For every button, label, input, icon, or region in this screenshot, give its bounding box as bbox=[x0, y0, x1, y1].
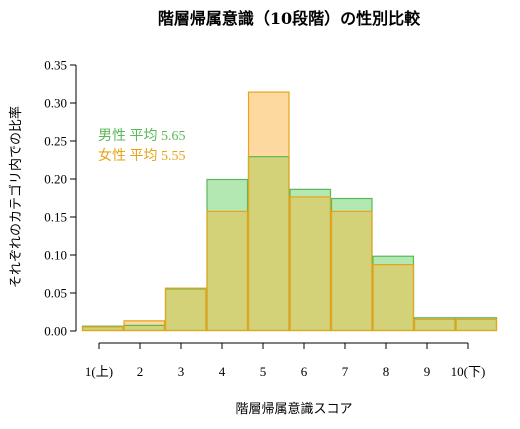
overlap-bar-1 bbox=[82, 326, 124, 331]
overlap-bar-8 bbox=[372, 264, 414, 331]
x-tick-label-4: 4 bbox=[219, 364, 226, 379]
female-bar-outline-1 bbox=[81, 326, 124, 332]
legend-female-mean: 女性 平均 5.55 bbox=[98, 147, 186, 164]
female-bar-outline-4 bbox=[206, 210, 249, 332]
x-tick-label-9: 9 bbox=[424, 364, 431, 379]
female-bar-outline-9 bbox=[413, 318, 456, 332]
x-tick-label-7: 7 bbox=[342, 364, 349, 379]
overlap-bar-9 bbox=[414, 318, 456, 331]
female-bar-outline-3 bbox=[164, 287, 207, 332]
x-tick-label-1: 1(上) bbox=[85, 364, 113, 379]
overlap-bar-7 bbox=[331, 210, 373, 331]
female-bar-outline-6 bbox=[289, 196, 332, 332]
x-tick-label-2: 2 bbox=[137, 364, 144, 379]
x-tick-label-6: 6 bbox=[301, 364, 308, 379]
y-tick-label-1: 0.05 bbox=[44, 286, 67, 301]
y-tick-label-6: 0.30 bbox=[44, 96, 67, 111]
overlap-bar-6 bbox=[289, 196, 331, 331]
y-tick-label-5: 0.25 bbox=[44, 134, 67, 149]
y-tick-label-2: 0.10 bbox=[44, 248, 67, 263]
chart-title: 階層帰属意識（10段階）の性別比較 bbox=[158, 9, 421, 28]
y-axis-label: それぞれのカテゴリ内での比率 bbox=[8, 106, 24, 288]
overlap-bar-10 bbox=[455, 318, 497, 331]
y-tick-label-3: 0.15 bbox=[44, 210, 67, 225]
x-tick-label-3: 3 bbox=[178, 364, 185, 379]
overlap-bar-3 bbox=[165, 288, 207, 331]
x-tick-label-10: 10(下) bbox=[451, 364, 486, 379]
x-axis: 1(上) 2 3 4 5 6 7 8 9 10(下) bbox=[85, 342, 486, 379]
y-tick-label-0: 0.00 bbox=[44, 324, 67, 339]
overlap-bar-2 bbox=[123, 324, 165, 331]
female-bar-outline-8 bbox=[372, 264, 415, 332]
x-tick-label-8: 8 bbox=[383, 364, 390, 379]
female-bar-outline-5 bbox=[247, 91, 290, 332]
x-tick-label-5: 5 bbox=[260, 364, 267, 379]
x-axis-label: 階層帰属意識スコア bbox=[235, 401, 352, 417]
y-tick-label-7: 0.35 bbox=[44, 58, 67, 73]
overlap-bar-4 bbox=[206, 210, 248, 331]
y-axis: 0.00 0.05 0.10 0.15 0.20 0.25 0.30 0.35 bbox=[44, 58, 77, 339]
female-bar-outline-10 bbox=[455, 318, 498, 332]
overlap-bars bbox=[81, 91, 498, 332]
female-bar-outline-7 bbox=[330, 210, 373, 332]
overlap-bar-5 bbox=[248, 156, 290, 331]
y-tick-label-4: 0.20 bbox=[44, 172, 67, 187]
female-bar-outline-2 bbox=[123, 320, 166, 332]
legend-male-mean: 男性 平均 5.65 bbox=[98, 128, 186, 144]
